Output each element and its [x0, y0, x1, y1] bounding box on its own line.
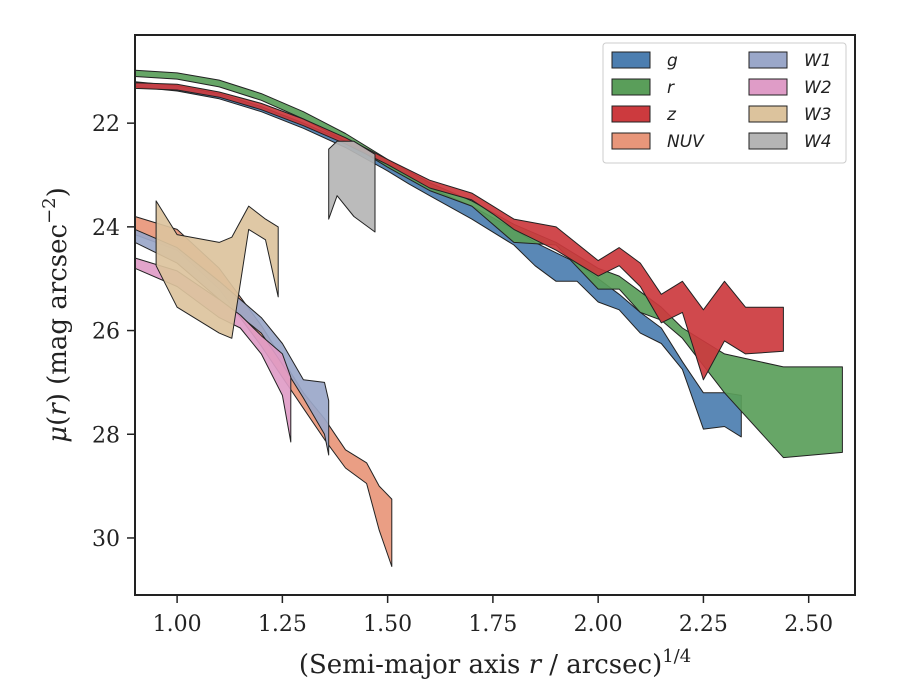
legend-label-W3: W3: [804, 105, 832, 125]
y-tick-label: 26: [92, 320, 120, 345]
legend-swatch-g: [611, 51, 651, 69]
band-W4: [328, 140, 376, 233]
y-tick-label: 24: [92, 216, 120, 241]
legend-swatch-W3: [748, 105, 788, 123]
legend-label-W2: W2: [804, 78, 832, 98]
legend-swatch-z: [611, 105, 651, 123]
x-tick-label: 2.50: [784, 612, 833, 637]
band-W3: [155, 200, 279, 339]
band-z: [134, 82, 784, 381]
legend-swatch-W1: [748, 51, 788, 69]
x-tick-label: 1.25: [258, 612, 307, 637]
legend-swatch-NUV: [611, 132, 651, 150]
y-axis-ticks: 22 24 26 28 30: [92, 112, 135, 552]
data-bands: [134, 69, 843, 567]
legend-label-z: z: [666, 105, 677, 125]
legend-swatch-r: [611, 78, 651, 96]
y-axis-label: μ(r) (mag arcsec−2): [39, 187, 73, 443]
y-tick-label: 28: [92, 423, 120, 448]
y-tick-label: 22: [92, 112, 120, 137]
x-axis-ticks: 1.00 1.25 1.50 1.75 2.00 2.25 2.50: [153, 595, 833, 637]
x-tick-label: 2.25: [679, 612, 728, 637]
x-tick-label: 1.75: [468, 612, 517, 637]
x-tick-label: 1.00: [153, 612, 202, 637]
plot-frame: [134, 34, 856, 596]
legend-swatch-W4: [748, 132, 788, 150]
legend-label-NUV: NUV: [667, 132, 705, 152]
legend: grz NUV W1 W2 W3 W4: [602, 42, 847, 164]
legend-swatch-W2: [748, 78, 788, 96]
legend-label-g: g: [667, 51, 678, 71]
x-tick-label: 1.50: [363, 612, 412, 637]
legend-label-W1: W1: [804, 51, 832, 71]
legend-label-W4: W4: [804, 132, 832, 152]
x-tick-label: 2.00: [574, 612, 623, 637]
x-axis-label: (Semi-major axis r / arcsec)1/4: [299, 646, 691, 680]
y-tick-label: 30: [92, 527, 120, 552]
legend-label-r: r: [667, 78, 675, 98]
